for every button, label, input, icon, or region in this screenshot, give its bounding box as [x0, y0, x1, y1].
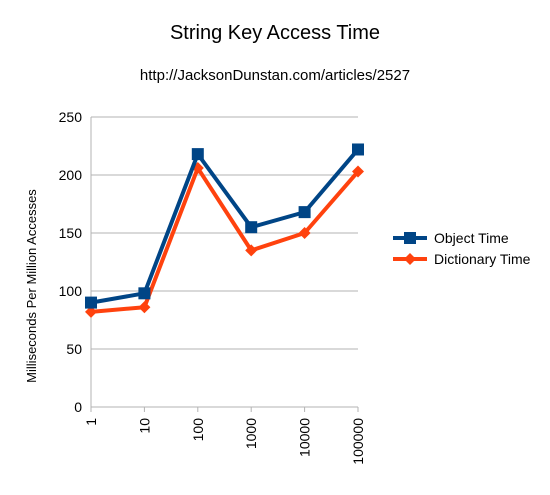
x-tick-label: 1: [83, 418, 99, 426]
chart-subtitle: http://JacksonDunstan.com/articles/2527: [139, 67, 411, 84]
y-tick-label: 250: [59, 109, 83, 125]
axes: [90, 117, 359, 412]
series-object-time: [85, 143, 364, 309]
data-point-diamond: [352, 165, 364, 178]
x-tick-label: 100000: [350, 418, 366, 465]
series-line: [89, 147, 360, 305]
data-point-diamond: [85, 305, 97, 318]
data-point-diamond: [298, 227, 311, 239]
data-point-square: [245, 221, 258, 234]
data-point-diamond: [138, 301, 151, 314]
x-tick-labels: 1 10 100 1000 10000 100000: [83, 418, 366, 465]
legend-label: Dictionary Time: [434, 251, 531, 267]
x-tick-label: 10000: [297, 418, 313, 457]
data-point-square: [138, 287, 151, 300]
y-tick-labels: 0 50 100 150 200 250: [59, 109, 83, 415]
data-point-square: [85, 296, 97, 309]
data-point-square: [352, 143, 364, 156]
series-dictionary-time: [85, 162, 364, 318]
legend-item-dictionary-time: Dictionary Time: [393, 251, 531, 267]
y-tick-label: 100: [59, 283, 83, 299]
y-tick-label: 50: [66, 341, 82, 357]
x-tick-label: 10: [136, 418, 152, 434]
legend-label: Object Time: [434, 230, 509, 246]
legend: Object Time Dictionary Time: [393, 230, 531, 267]
y-axis-label: Milliseconds Per Million Accesses: [24, 189, 39, 383]
grid-lines: [91, 116, 358, 408]
chart-title: String Key Access Time: [169, 22, 381, 44]
y-tick-label: 200: [59, 167, 83, 183]
legend-item-object-time: Object Time: [393, 230, 509, 246]
series-line: [89, 166, 360, 314]
x-tick-label: 100: [190, 418, 206, 442]
data-point-diamond: [404, 253, 416, 265]
data-point-square: [298, 206, 311, 219]
series-group: [85, 143, 364, 318]
data-point-square: [191, 148, 204, 161]
y-tick-label: 150: [59, 225, 83, 241]
data-point-square: [404, 232, 416, 244]
x-tick-label: 1000: [243, 418, 259, 449]
data-point-diamond: [245, 244, 258, 257]
y-tick-label: 0: [74, 399, 82, 415]
